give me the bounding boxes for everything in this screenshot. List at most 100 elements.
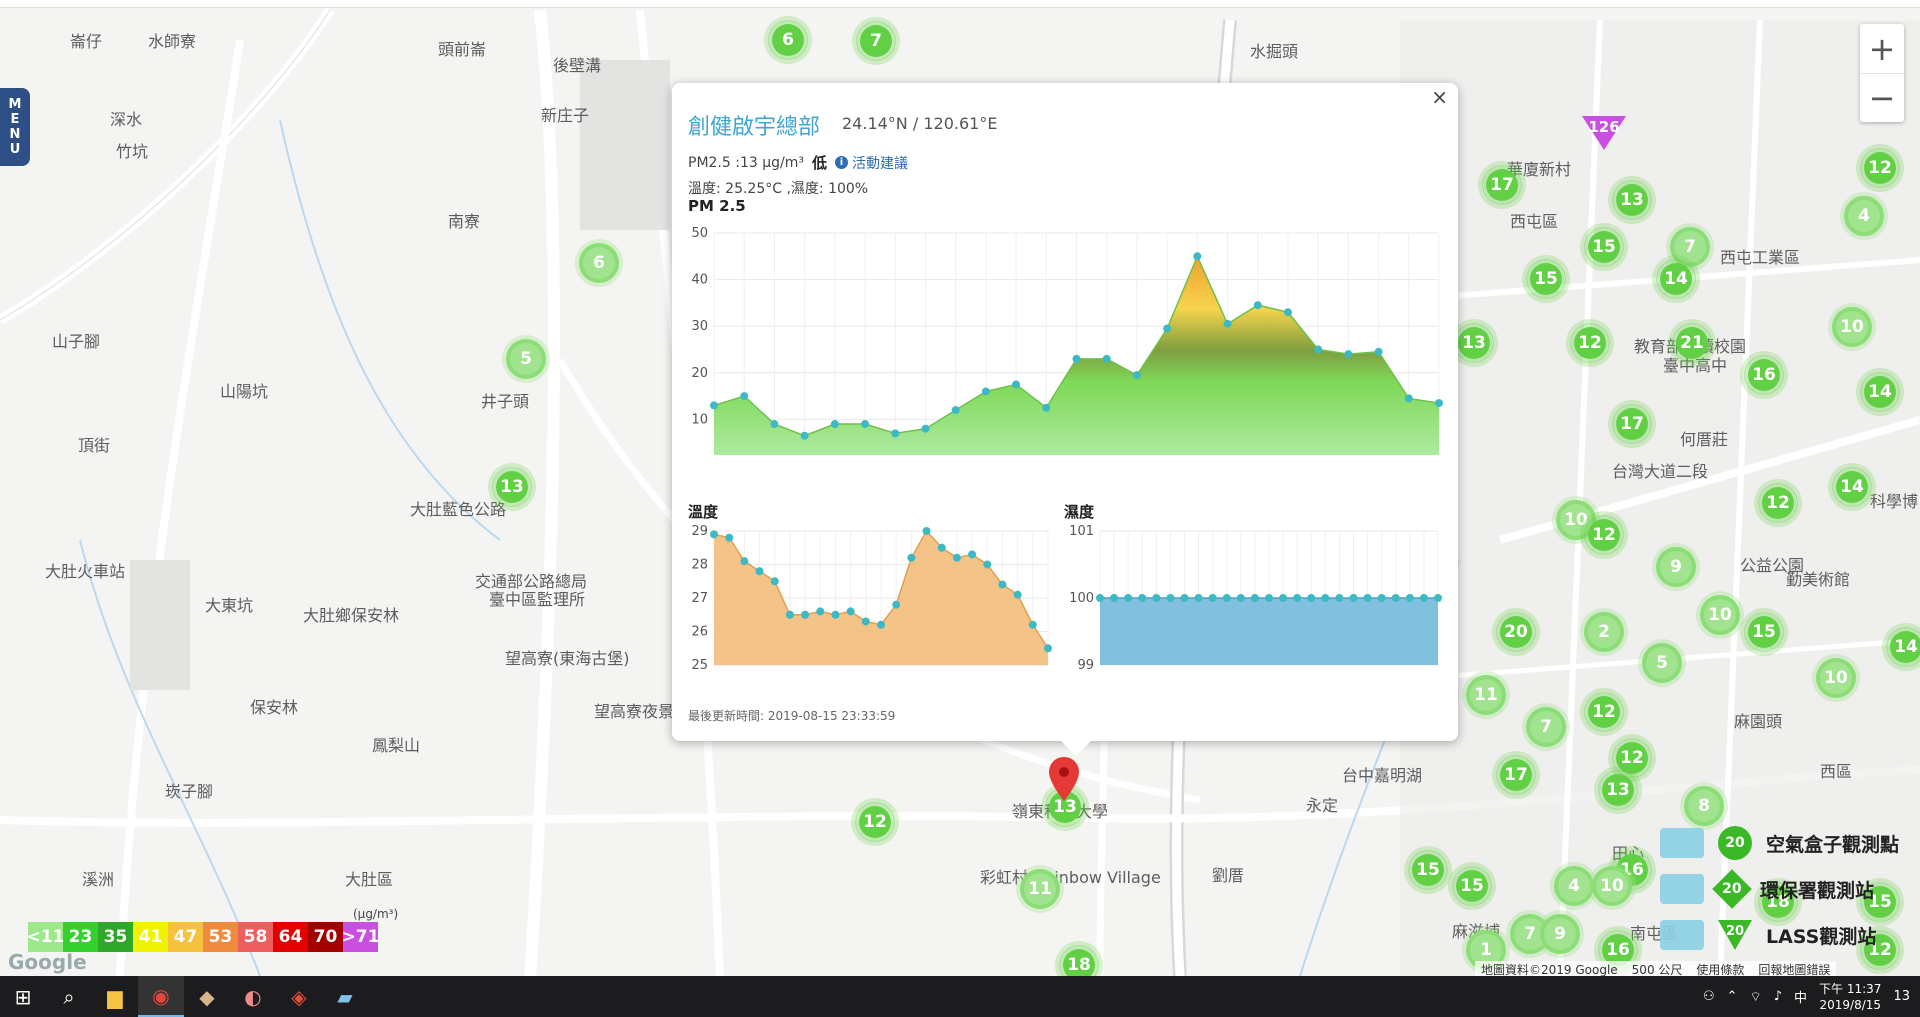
sensor-cluster[interactable]: 10 xyxy=(1700,595,1740,635)
sensor-cluster[interactable]: 7 xyxy=(856,21,896,61)
sensor-cluster[interactable]: 15 xyxy=(1526,259,1566,299)
app-icon[interactable]: ◆ xyxy=(199,984,215,1009)
zoom-out-button[interactable]: − xyxy=(1860,73,1904,122)
sensor-cluster[interactable]: 10 xyxy=(1592,866,1632,906)
sensor-cluster[interactable]: 4 xyxy=(1844,196,1884,236)
sensor-cluster[interactable]: 8 xyxy=(1684,786,1724,826)
legend-unit: (μg/m³) xyxy=(353,907,399,921)
data-point xyxy=(740,557,749,566)
sensor-cluster[interactable]: 6 xyxy=(579,243,619,283)
data-point xyxy=(981,387,990,396)
sensor-cluster[interactable]: 15 xyxy=(1860,882,1900,922)
sensor-cluster[interactable]: 6 xyxy=(768,20,808,60)
station-type-icon xyxy=(1660,920,1704,950)
data-point xyxy=(937,543,946,552)
place-label: 望高寮夜景 xyxy=(594,702,675,721)
sensor-cluster[interactable]: 20 xyxy=(1496,612,1536,652)
sensor-cluster[interactable]: 16 xyxy=(1744,355,1784,395)
notification-icon[interactable]: 13 xyxy=(1893,989,1910,1004)
sensor-cluster[interactable]: 15 xyxy=(1744,612,1784,652)
map-pin-icon[interactable] xyxy=(1049,757,1079,801)
sensor-cluster[interactable]: 12 xyxy=(1860,148,1900,188)
data-point xyxy=(800,431,809,440)
weather-summary: 溫度: 25.25°C ,濕度: 100% xyxy=(688,181,869,197)
ime-indicator[interactable]: 中 xyxy=(1794,991,1808,1006)
report-error-link[interactable]: 回報地圖錯誤 xyxy=(1758,963,1831,977)
pm-level: 低 xyxy=(811,154,827,172)
sensor-cluster[interactable]: 12 xyxy=(1860,930,1900,970)
data-point xyxy=(710,530,718,539)
sensor-cluster[interactable]: 2 xyxy=(1584,612,1624,652)
zoom-in-button[interactable]: + xyxy=(1868,29,1896,68)
volume-icon[interactable]: ♪ xyxy=(1773,989,1783,1004)
terms-link[interactable]: 使用條款 xyxy=(1696,963,1745,977)
app-icon-3[interactable]: ◈ xyxy=(291,984,307,1009)
place-label: 新庄子 xyxy=(541,106,590,125)
sensor-cluster[interactable]: 17 xyxy=(1482,165,1522,205)
sensor-cluster[interactable]: 17 xyxy=(1496,755,1536,795)
map-scale: 500 公尺 xyxy=(1631,963,1683,977)
sensor-cluster[interactable]: 5 xyxy=(1642,643,1682,683)
chevron-up-icon[interactable]: ⌃ xyxy=(1726,989,1738,1004)
sensor-cluster[interactable]: 12 xyxy=(1584,692,1624,732)
sensor-cluster[interactable]: 7 xyxy=(1510,914,1550,954)
app-icon-4[interactable]: ▰ xyxy=(337,984,353,1009)
chrome-icon[interactable]: ◉ xyxy=(138,976,184,1017)
data-point xyxy=(1391,594,1400,602)
sensor-cluster[interactable]: 15 xyxy=(1584,227,1624,267)
sensor-cluster[interactable]: 17 xyxy=(1612,404,1652,444)
area-fill xyxy=(1100,598,1438,665)
sensor-cluster[interactable]: 13 xyxy=(1598,770,1638,810)
clock[interactable]: 下午 11:37 2019/8/15 xyxy=(1819,981,1881,1013)
sensor-cluster[interactable]: 15 xyxy=(1408,850,1448,890)
file-explorer-icon[interactable]: ▆ xyxy=(107,984,123,1009)
sensor-cluster[interactable]: 11 xyxy=(1466,675,1506,715)
data-point xyxy=(1435,399,1443,408)
sensor-cluster[interactable]: 14 xyxy=(1656,259,1696,299)
sensor-cluster[interactable]: 10 xyxy=(1832,307,1872,347)
wifi-icon[interactable]: ⌔ xyxy=(1749,989,1762,1005)
sensor-cluster[interactable]: 9 xyxy=(1656,547,1696,587)
y-tick-label: 99 xyxy=(1077,658,1094,673)
sensor-cluster[interactable]: 14 xyxy=(1832,467,1872,507)
data-point xyxy=(1374,347,1383,356)
sensor-cluster[interactable]: 7 xyxy=(1526,707,1566,747)
windows-start-icon[interactable]: ⊞ xyxy=(14,984,32,1009)
app-icon-2[interactable]: ◐ xyxy=(244,984,262,1009)
station-title[interactable]: 創健啟宇總部 xyxy=(688,115,821,140)
sensor-cluster[interactable]: 12 xyxy=(1584,515,1624,555)
search-icon[interactable]: ⌕ xyxy=(63,984,75,1009)
sensor-cluster[interactable]: 14 xyxy=(1886,627,1920,667)
menu-letter: U xyxy=(9,142,21,157)
sensor-cluster[interactable]: 9 xyxy=(1540,914,1580,954)
data-point xyxy=(921,424,930,433)
sensor-cluster[interactable]: 18 xyxy=(1059,945,1099,976)
sensor-cluster[interactable]: 12 xyxy=(1758,483,1798,523)
google-logo: Google xyxy=(8,950,87,974)
sensor-cluster[interactable]: 18 xyxy=(1758,882,1798,922)
top-bar xyxy=(0,0,1920,8)
sensor-cluster[interactable]: 1 xyxy=(1466,930,1506,970)
people-icon[interactable]: ⚇ xyxy=(1702,989,1715,1004)
sensor-cluster[interactable]: 13 xyxy=(1454,323,1494,363)
data-point xyxy=(1434,594,1442,602)
lass-station-pin[interactable]: 126 xyxy=(1582,116,1626,150)
sensor-cluster[interactable]: 5 xyxy=(506,339,546,379)
sensor-cluster[interactable]: 21 xyxy=(1672,323,1712,363)
close-icon[interactable]: × xyxy=(1431,85,1448,109)
sensor-cluster[interactable]: 4 xyxy=(1554,866,1594,906)
sensor-cluster[interactable]: 12 xyxy=(1570,323,1610,363)
data-point xyxy=(1335,594,1344,602)
sensor-cluster[interactable]: 15 xyxy=(1452,866,1492,906)
sensor-cluster[interactable]: 13 xyxy=(1612,180,1652,220)
sensor-cluster[interactable]: 16 xyxy=(1598,930,1638,970)
sensor-cluster[interactable]: 11 xyxy=(1020,869,1060,909)
sensor-cluster[interactable]: 14 xyxy=(1860,372,1900,412)
data-point xyxy=(816,607,825,616)
sensor-cluster[interactable]: 13 xyxy=(492,467,532,507)
activity-advice-link[interactable]: i 活動建議 xyxy=(835,153,908,173)
sensor-cluster[interactable]: 12 xyxy=(855,802,895,842)
station-legend-row: 20 環保署觀測站 xyxy=(1660,866,1899,912)
sensor-cluster[interactable]: 10 xyxy=(1816,658,1856,698)
